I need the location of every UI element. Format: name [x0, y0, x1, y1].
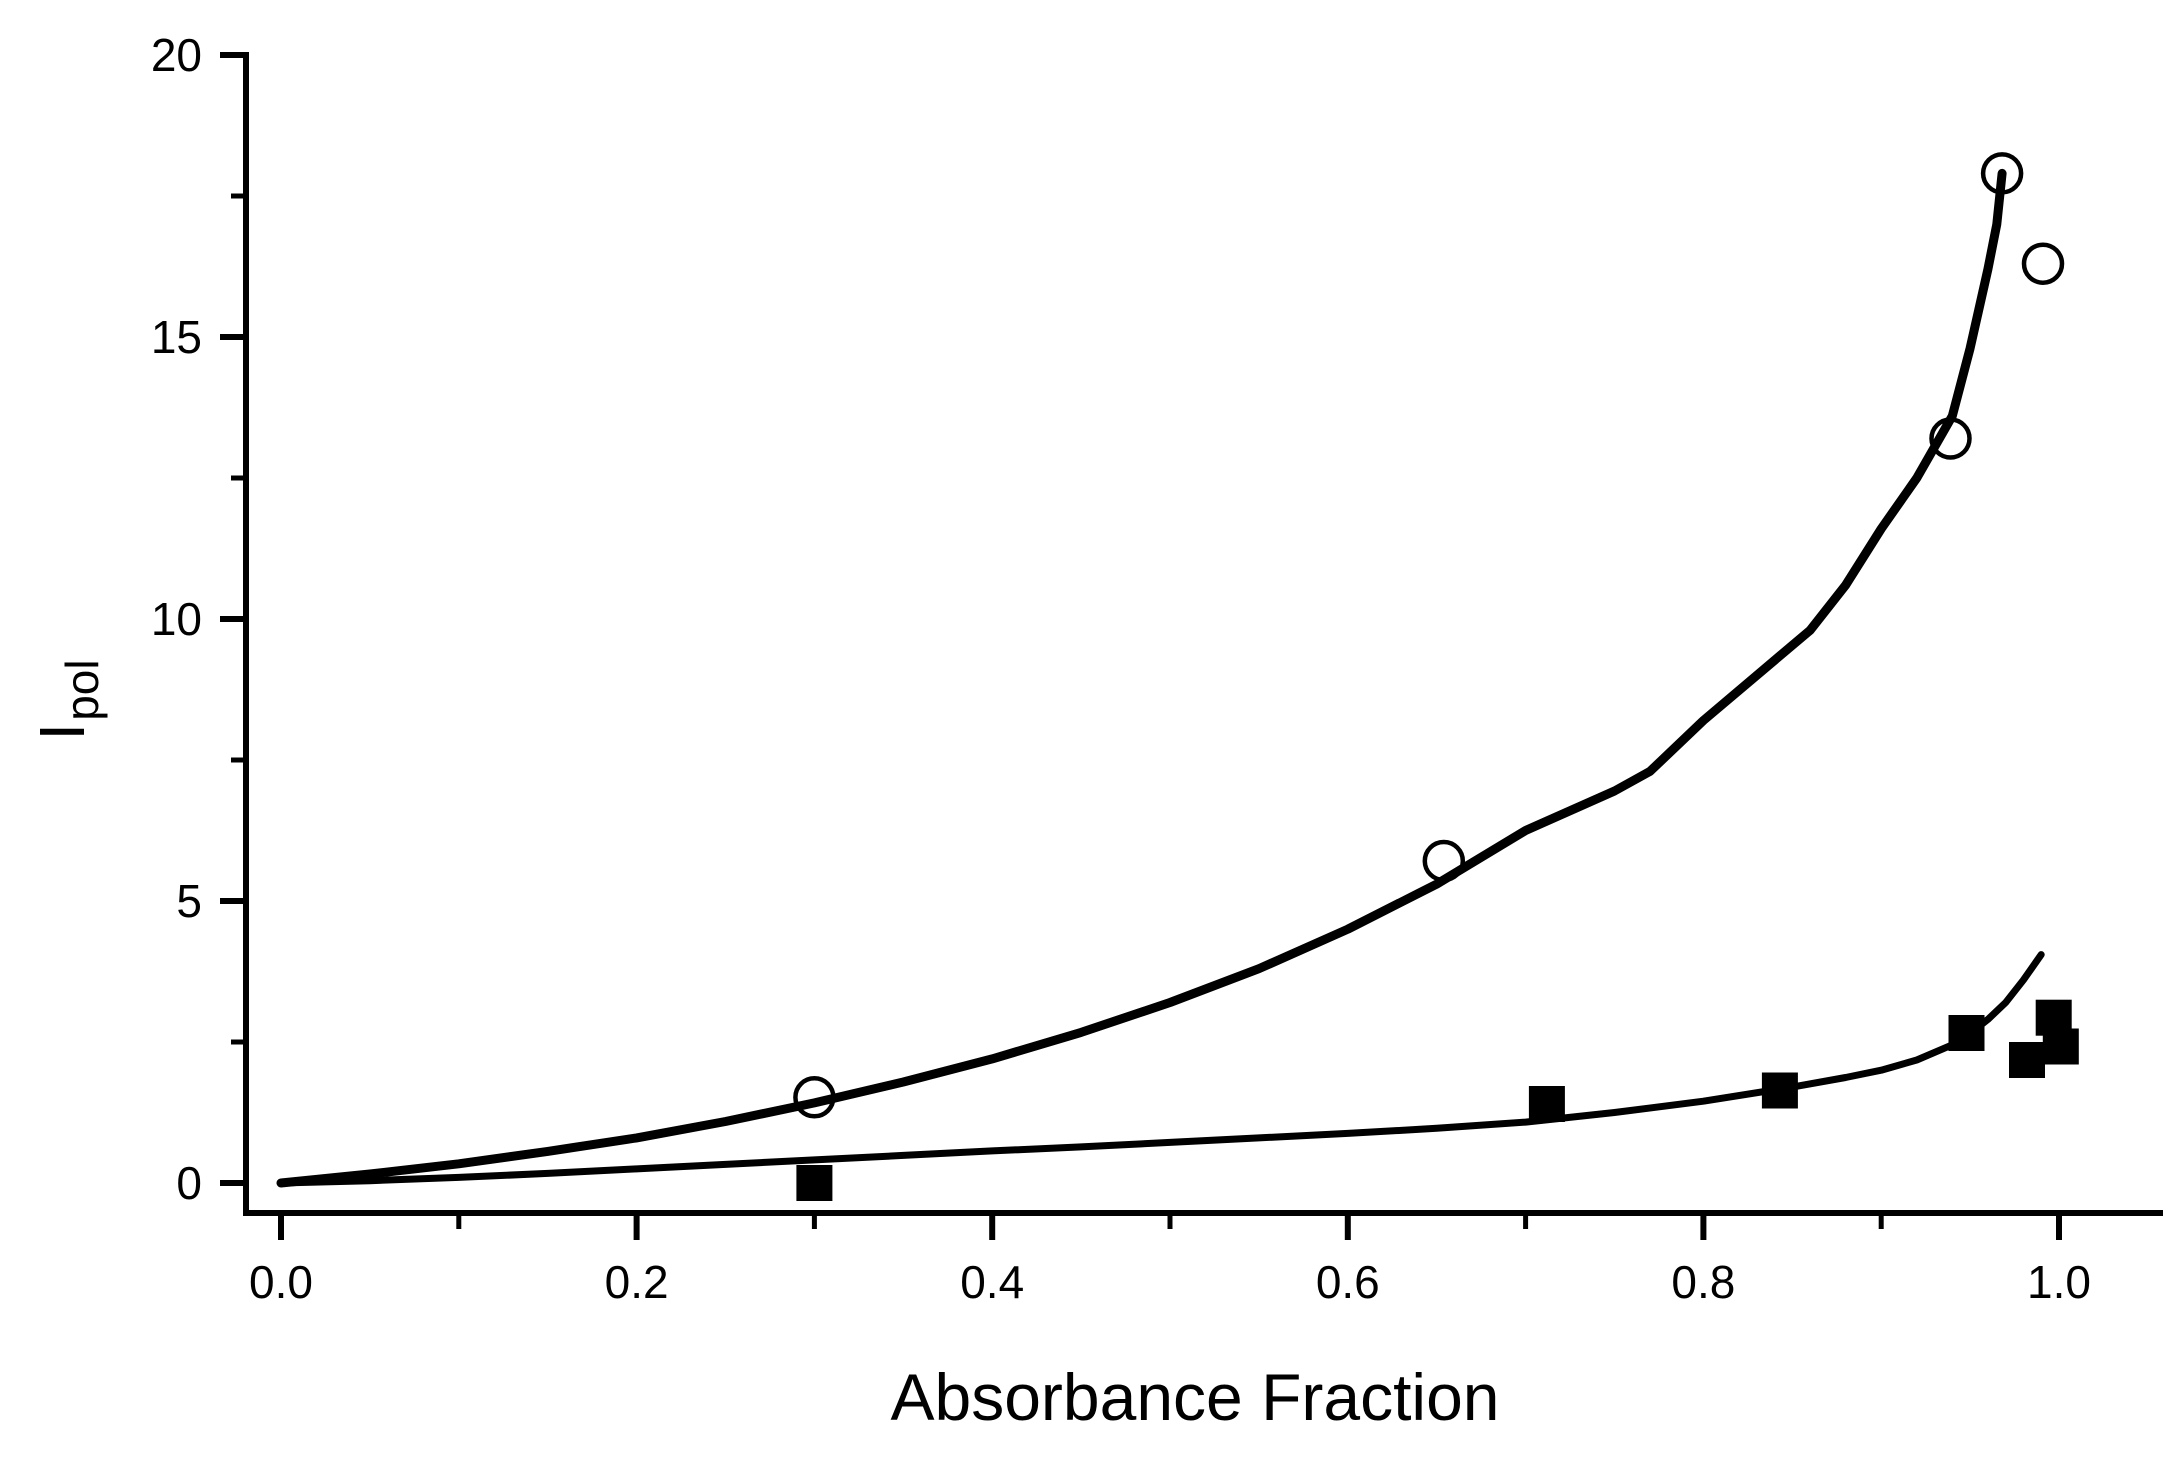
- x-tick-label: 0.6: [1316, 1256, 1380, 1308]
- ticks-group: [220, 52, 2062, 1240]
- x-tick-label: 0.4: [960, 1256, 1024, 1308]
- x-tick-label: 1.0: [2027, 1256, 2091, 1308]
- x-tick-label: 0.8: [1671, 1256, 1735, 1308]
- x-tick-label: 0.0: [249, 1256, 313, 1308]
- y-axis-title-subscript: pol: [56, 659, 108, 720]
- y-axis-title: Ipol: [26, 659, 108, 740]
- filled-square-marker: [1528, 1086, 1565, 1122]
- filled-square-marker: [2042, 1028, 2079, 1065]
- y-tick-label: 5: [176, 875, 202, 927]
- filled-square-marker: [1761, 1072, 1798, 1109]
- y-axis-title-main: I: [26, 723, 98, 741]
- data-markers-group: [793, 152, 2079, 1201]
- open-circle-marker: [793, 1076, 836, 1119]
- filled-square-marker: [1948, 1015, 1985, 1051]
- circles-fit-curve: [276, 168, 2007, 1188]
- y-tick-label: 10: [151, 593, 202, 645]
- y-tick-label: 15: [151, 311, 202, 363]
- fit-curves-group: [276, 168, 2045, 1188]
- x-axis-title: Absorbance Fraction: [891, 1360, 1500, 1434]
- axes-frame-group: [243, 52, 2163, 1216]
- axis-frame: [243, 52, 2163, 1216]
- x-tick-label: 0.2: [605, 1256, 669, 1308]
- y-tick-label: 20: [151, 29, 202, 81]
- filled-square-marker: [796, 1165, 833, 1201]
- tick-labels-group: 0.0 0.2 0.4 0.6 0.8 1.0 0 5 10 15 20: [151, 29, 2091, 1308]
- y-tick-label: 0: [176, 1157, 202, 1209]
- open-circle-marker: [1422, 839, 1466, 883]
- open-circle-marker: [1980, 152, 2024, 195]
- filled-square-marker: [2009, 1042, 2045, 1078]
- open-circle-marker: [1929, 417, 1972, 460]
- open-circle-marker: [2021, 242, 2065, 285]
